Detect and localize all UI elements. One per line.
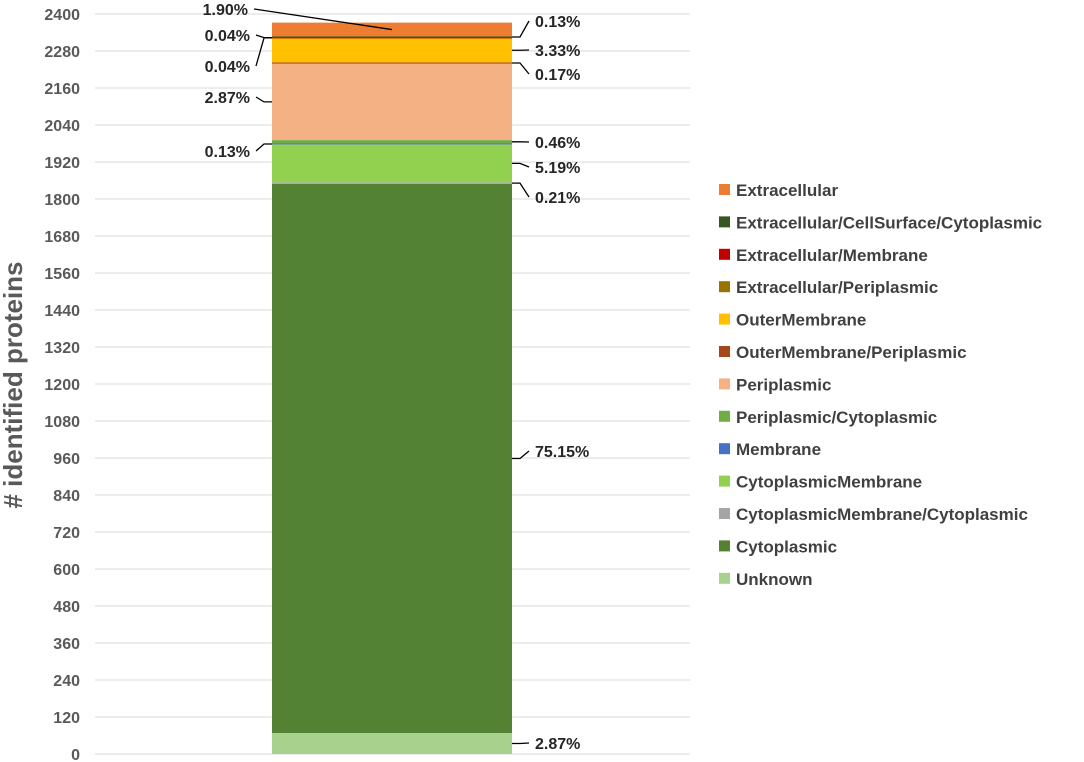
y-tick-label: 840 (53, 488, 80, 505)
data-label: 0.13% (205, 144, 250, 161)
data-label: 0.21% (535, 190, 580, 207)
y-axis-ticks: 0 120 240 360 480 600 720 840 960 1080 1200 1320 144… (44, 7, 80, 762)
leader-line (255, 37, 272, 67)
legend-swatch (719, 540, 730, 552)
y-tick-label: 720 (53, 525, 80, 542)
legend-entry: Periplasmic/Cytoplasmic (736, 408, 937, 427)
data-label: 75.15% (535, 444, 589, 461)
stacked-bar (272, 22, 512, 754)
y-tick-label: 1560 (44, 266, 80, 283)
data-label: 0.46% (535, 135, 580, 152)
data-label: 2.87% (205, 90, 250, 107)
legend-swatch (719, 184, 730, 195)
bar-segment-cytoplasmicmembrane (272, 144, 512, 183)
y-tick-label: 1680 (44, 229, 80, 246)
legend-entry: Extracellular/CellSurface/Cytoplasmic (736, 213, 1042, 232)
leader-line (512, 20, 530, 38)
legend-entry: Extracellular (736, 181, 838, 200)
leader-line (255, 34, 272, 39)
y-tick-label: 960 (53, 451, 80, 468)
legend-entry: Extracellular/Periplasmic (736, 278, 938, 297)
legend-entry: Periplasmic (736, 375, 831, 394)
leader-line (253, 8, 393, 31)
legend-swatch (719, 346, 730, 357)
data-label: 0.04% (205, 59, 250, 76)
y-tick-label: 2160 (44, 81, 80, 98)
y-tick-label: 120 (53, 710, 80, 727)
y-tick-label: 240 (53, 673, 80, 690)
bar-segment-extracellular-cellsurface-cytoplasmic (272, 36, 512, 38)
legend-swatch (719, 313, 730, 325)
legend-swatch (719, 475, 730, 487)
leader-line (255, 143, 272, 152)
data-label: 0.17% (535, 67, 580, 84)
leader-line (512, 62, 530, 75)
leader-line (255, 96, 272, 103)
y-tick-label: 1200 (44, 377, 80, 394)
bar-segment-periplasmic-cytoplasmic (272, 140, 512, 144)
legend-entry: Membrane (736, 440, 821, 459)
bar-segment-cytoplasmic (272, 183, 512, 734)
y-tick-label: 1920 (44, 155, 80, 172)
y-axis-label: # identified proteins (0, 261, 28, 508)
legend-swatch (719, 508, 730, 519)
y-tick-label: 2280 (44, 44, 80, 61)
data-label: 5.19% (535, 160, 580, 177)
legend-entry: OuterMembrane (736, 311, 866, 330)
data-label: 0.13% (535, 14, 580, 31)
legend-swatch (719, 281, 730, 293)
legend-swatch (719, 248, 730, 260)
bar-segment-outermembrane (272, 38, 512, 63)
bar-segment-cytoplasmicmembrane-cytoplasmic (272, 182, 512, 184)
leader-line (512, 182, 530, 198)
bar-segment-extracellular-membrane (272, 37, 512, 39)
bar-segment-unknown (272, 733, 512, 754)
leader-line (512, 450, 530, 460)
data-label: 0.04% (205, 28, 250, 45)
data-labels: 2.87% 75.15% 0.21% 5.19% 0.13% 0.46% 2.87% 0.17… (203, 2, 590, 753)
legend-swatch (719, 572, 730, 584)
bar-segment-periplasmic (272, 63, 512, 141)
bar-segment-membrane (272, 143, 512, 145)
y-tick-label: 2040 (44, 118, 80, 135)
y-tick-label: 1080 (44, 414, 80, 431)
legend-entry: CytoplasmicMembrane/Cytoplasmic (736, 505, 1028, 524)
y-tick-label: 0 (71, 747, 80, 762)
y-tick-label: 360 (53, 636, 80, 653)
y-tick-label: 1320 (44, 340, 80, 357)
legend-swatch (719, 216, 730, 228)
y-tick-label: 1440 (44, 303, 80, 320)
y-tick-label: 2400 (44, 7, 80, 24)
y-tick-label: 600 (53, 562, 80, 579)
legend-entry: Cytoplasmic (736, 537, 837, 556)
leader-line (512, 742, 530, 745)
legend-swatch (719, 443, 730, 455)
data-label: 2.87% (535, 736, 580, 753)
legend-swatch (719, 378, 730, 390)
data-label: 1.90% (203, 2, 248, 19)
legend-entry: CytoplasmicMembrane (736, 473, 922, 492)
y-tick-label: 1800 (44, 192, 80, 209)
data-label: 3.33% (535, 43, 580, 60)
legend-entry: Extracellular/Membrane (736, 246, 928, 265)
bar-segment-outermembrane-periplasmic (272, 62, 512, 64)
leader-line (512, 162, 530, 168)
y-tick-label: 480 (53, 599, 80, 616)
legend: Extracellular Extracellular/CellSurface/C… (719, 181, 1042, 589)
legend-entry: Unknown (736, 570, 813, 589)
legend-swatch (719, 410, 730, 422)
legend-entry: OuterMembrane/Periplasmic (736, 343, 967, 362)
